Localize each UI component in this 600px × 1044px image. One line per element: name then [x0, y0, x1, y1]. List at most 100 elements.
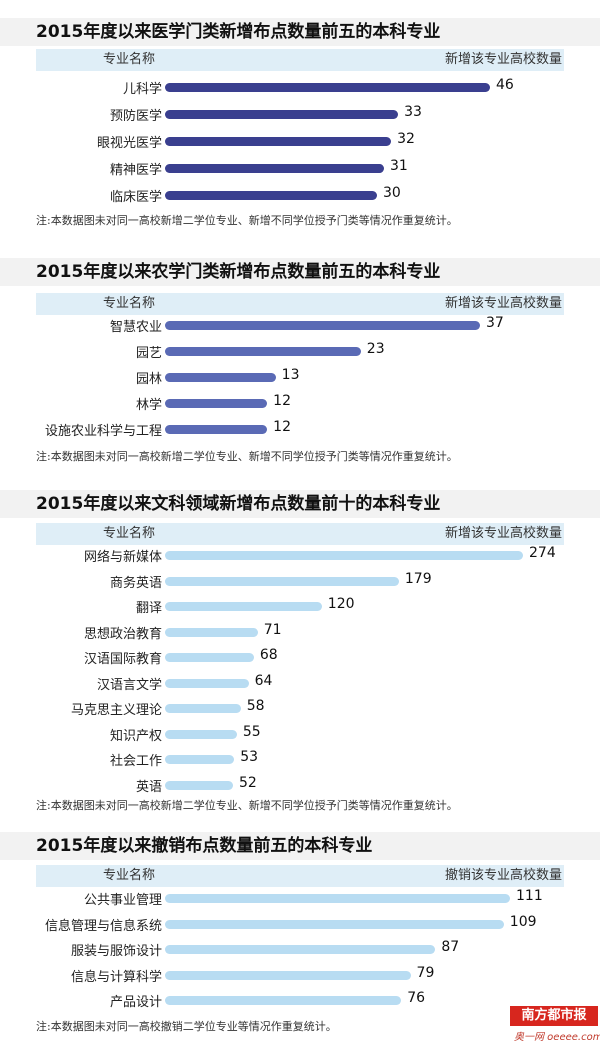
- category-label: 英语: [135, 779, 162, 795]
- category-label: 林学: [135, 398, 162, 413]
- value-label: 37: [486, 315, 504, 331]
- value-label: 179: [404, 570, 432, 587]
- category-label: 儿科学: [122, 82, 162, 97]
- value-label: 53: [240, 749, 259, 765]
- category-label: 眼视光医学: [96, 136, 162, 151]
- category-label: 园林: [135, 372, 162, 387]
- bar: [165, 729, 237, 739]
- category-label: 知识产权: [109, 728, 162, 744]
- value-label: 71: [263, 621, 282, 638]
- column-header: 专业名称 新增该专业高校数量: [36, 293, 564, 315]
- logo-site: 奥一网 oeeee.com: [514, 1032, 600, 1043]
- category-label: 公共事业管理: [83, 893, 162, 908]
- bar: [165, 602, 322, 611]
- value-header: 新增该专业高校数量: [444, 296, 562, 311]
- bar: [165, 894, 510, 903]
- category-label: 社会工作: [109, 754, 162, 769]
- category-label: 精神医学: [109, 163, 162, 178]
- value-label: 109: [509, 913, 537, 930]
- value-label: 13: [281, 367, 300, 383]
- newspaper-logo: 南方都市报 奥一网 oeeee.com: [510, 1004, 600, 1044]
- bar: [165, 425, 268, 434]
- bar: [165, 347, 361, 356]
- category-header: 专业名称: [103, 868, 156, 883]
- value-label: 33: [404, 104, 422, 120]
- value-header: 新增该专业高校数量: [444, 52, 562, 67]
- value-label: 111: [516, 888, 543, 904]
- value-label: 79: [416, 964, 435, 981]
- chart-note: 注:本数据图未对同一高校新增二学位专业、新增不同学位授予门类等情况作重复统计。: [36, 214, 458, 227]
- category-label: 信息管理与信息系统: [44, 918, 162, 934]
- chart-title: 2015年度以来农学门类新增布点数量前五的本科专业: [0, 258, 600, 286]
- bar: [165, 653, 254, 662]
- value-label: 68: [259, 647, 278, 663]
- bar: [165, 164, 385, 173]
- bar: [165, 399, 268, 408]
- bar: [165, 321, 480, 330]
- value-label: 12: [273, 393, 291, 409]
- category-label: 智慧农业: [109, 320, 162, 335]
- value-label: 120: [327, 596, 355, 612]
- category-label: 园艺: [135, 346, 162, 361]
- bar: [165, 970, 411, 980]
- category-label: 马克思主义理论: [70, 703, 162, 718]
- chart-title: 2015年度以来文科领域新增布点数量前十的本科专业: [0, 490, 600, 518]
- bar: [165, 780, 233, 790]
- value-label: 58: [246, 698, 265, 714]
- value-label: 52: [238, 774, 257, 791]
- bar: [165, 919, 504, 929]
- category-header: 专业名称: [103, 296, 156, 311]
- category-label: 预防医学: [109, 109, 162, 124]
- category-label: 网络与新媒体: [83, 550, 162, 565]
- value-label: 30: [382, 185, 401, 201]
- value-label: 12: [273, 419, 291, 435]
- value-label: 23: [366, 341, 385, 357]
- chart-section-2: 2015年度以来农学门类新增布点数量前五的本科专业专业名称 新增该专业高校数量: [0, 258, 600, 315]
- bar: [165, 678, 249, 688]
- category-label: 汉语言文学: [96, 677, 162, 693]
- category-label: 产品设计: [109, 995, 162, 1011]
- value-label: 76: [407, 990, 426, 1007]
- chart-title: 2015年度以来撤销布点数量前五的本科专业: [0, 832, 600, 860]
- bar: [165, 137, 392, 146]
- bar: [165, 110, 399, 119]
- value-label: 31: [390, 158, 408, 174]
- column-header: 专业名称 撤销该专业高校数量: [36, 865, 564, 887]
- bar: [165, 755, 235, 764]
- value-label: 87: [441, 939, 460, 956]
- category-label: 思想政治教育: [83, 626, 162, 642]
- value-header: 新增该专业高校数量: [444, 526, 562, 541]
- category-label: 临床医学: [109, 190, 162, 205]
- chart-note: 注:本数据图未对同一高校新增二学位专业、新增不同学位授予门类等情况作重复统计。: [36, 799, 458, 812]
- category-label: 商务英语: [109, 575, 162, 591]
- column-header: 专业名称 新增该专业高校数量: [36, 523, 564, 545]
- bar: [165, 704, 241, 713]
- chart-section-4: 2015年度以来撤销布点数量前五的本科专业专业名称 撤销该专业高校数量: [0, 832, 600, 887]
- bar: [165, 627, 258, 637]
- chart-note: 注:本数据图未对同一高校新增二学位专业、新增不同学位授予门类等情况作重复统计。: [36, 450, 458, 463]
- value-label: 46: [496, 77, 514, 93]
- value-label: 274: [529, 545, 556, 561]
- chart-section-3: 2015年度以来文科领域新增布点数量前十的本科专业专业名称 新增该专业高校数量: [0, 490, 600, 545]
- bar: [165, 83, 490, 92]
- chart-title: 2015年度以来医学门类新增布点数量前五的本科专业: [0, 18, 600, 46]
- value-label: 64: [254, 672, 273, 689]
- category-label: 汉语国际教育: [83, 652, 162, 667]
- bar: [165, 373, 276, 382]
- bar: [165, 191, 377, 200]
- category-label: 信息与计算科学: [70, 969, 162, 985]
- column-header: 专业名称 新增该专业高校数量: [36, 49, 564, 71]
- category-header: 专业名称: [103, 526, 156, 541]
- category-label: 设施农业科学与工程: [44, 424, 162, 439]
- value-label: 55: [242, 723, 261, 740]
- bar: [165, 996, 402, 1006]
- category-label: 翻译: [135, 601, 162, 616]
- chart-note: 注:本数据图未对同一高校撤销二学位专业等情况作重复统计。: [36, 1020, 337, 1033]
- value-label: 32: [397, 131, 415, 147]
- category-header: 专业名称: [103, 52, 156, 67]
- bar: [165, 945, 436, 955]
- value-header: 撤销该专业高校数量: [444, 868, 562, 883]
- logo-mark: 南方都市报: [510, 1006, 598, 1026]
- chart-section-1: 2015年度以来医学门类新增布点数量前五的本科专业专业名称 新增该专业高校数量: [0, 18, 600, 71]
- category-label: 服装与服饰设计: [70, 944, 162, 960]
